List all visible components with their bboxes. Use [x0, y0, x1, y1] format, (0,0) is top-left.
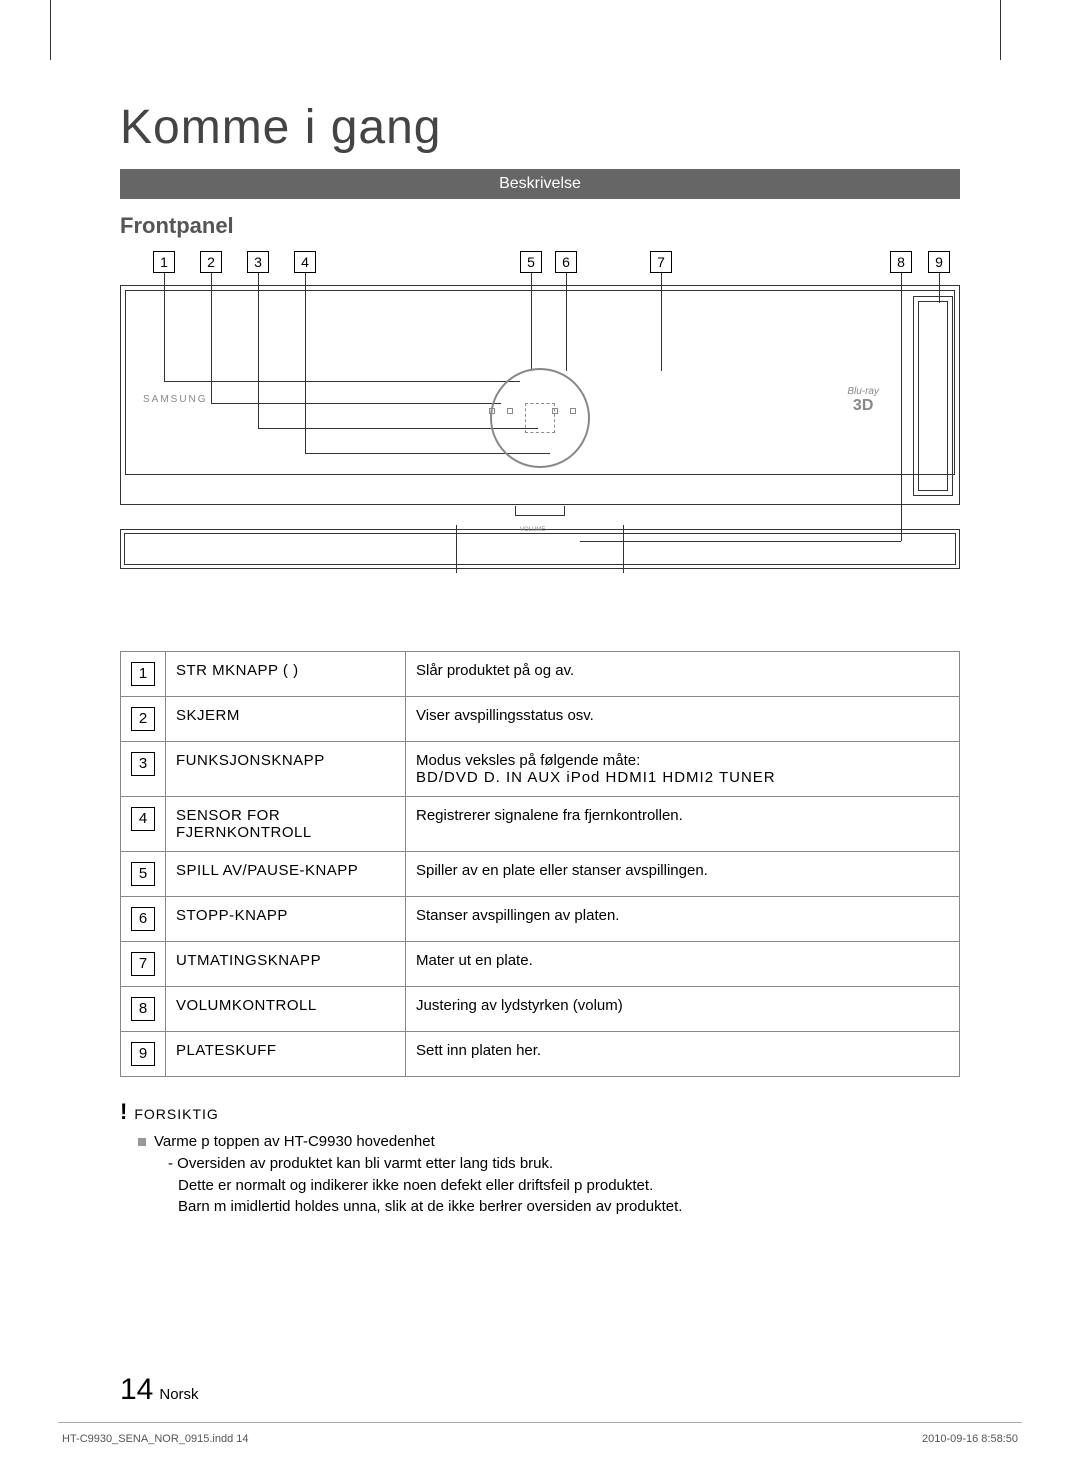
- desc-line2: BD/DVD D. IN AUX iPod HDMI1 HDMI2 TUNER: [416, 769, 776, 786]
- caution-line3: Dette er normalt og indikerer ikke noen …: [168, 1175, 653, 1197]
- num-box: 6: [131, 907, 155, 931]
- small-btn: [570, 408, 576, 414]
- table-row: 5 SPILL AV/PAUSE-KNAPP Spiller av en pla…: [121, 852, 960, 897]
- footer-right: 2010-09-16 8:58:50: [922, 1433, 1018, 1445]
- callout-2: 2: [200, 251, 222, 273]
- bullet-icon: [138, 1138, 146, 1146]
- num-box: 1: [131, 662, 155, 686]
- callout-7: 7: [650, 251, 672, 273]
- table-row: 6 STOPP-KNAPP Stanser avspillingen av pl…: [121, 897, 960, 942]
- page-number-lang: Norsk: [159, 1386, 198, 1403]
- num-box: 3: [131, 752, 155, 776]
- num-box: 7: [131, 952, 155, 976]
- desc-cell: Modus veksles på følgende måte: BD/DVD D…: [406, 742, 960, 797]
- desc-cell: Slår produktet på og av.: [406, 652, 960, 697]
- table-row: 8 VOLUMKONTROLL Justering av lydstyrken …: [121, 987, 960, 1032]
- table-row: 4 SENSOR FOR FJERNKONTROLL Registrerer s…: [121, 797, 960, 852]
- table-row: 2 SKJERM Viser avspillingsstatus osv.: [121, 697, 960, 742]
- desc-cell: Spiller av en plate eller stanser avspil…: [406, 852, 960, 897]
- footer-left: HT-C9930_SENA_NOR_0915.indd 14: [62, 1433, 249, 1445]
- desc-cell: Justering av lydstyrken (volum): [406, 987, 960, 1032]
- name-cell: FUNKSJONSKNAPP: [166, 742, 406, 797]
- table-row: 7 UTMATINGSKNAPP Mater ut en plate.: [121, 942, 960, 987]
- desc-cell: Mater ut en plate.: [406, 942, 960, 987]
- num-cell: 4: [121, 797, 166, 852]
- name-cell: STR MKNAPP ( ): [166, 652, 406, 697]
- disc-slot: [913, 296, 953, 496]
- section-header-bar: Beskrivelse: [120, 169, 960, 199]
- num-cell: 9: [121, 1032, 166, 1077]
- name-cell: SENSOR FOR FJERNKONTROLL: [166, 797, 406, 852]
- small-btn: [552, 408, 558, 414]
- frontpanel-diagram: 1 2 3 4 5 6 7 8 9 SAMSUNG Blu-ray: [120, 251, 960, 631]
- brand-right-line2: 3D: [853, 397, 873, 414]
- small-btn: [507, 408, 513, 414]
- callout-9: 9: [928, 251, 950, 273]
- num-box: 9: [131, 1042, 155, 1066]
- page-number: 14 Norsk: [120, 1373, 199, 1407]
- button-row: [485, 401, 595, 409]
- volume-control-area: VOLUME: [456, 525, 624, 573]
- callout-row: 1 2 3 4 5 6 7 8 9: [120, 251, 960, 281]
- name-cell: SPILL AV/PAUSE-KNAPP: [166, 852, 406, 897]
- caution-subtext: - Oversiden av produktet kan bli varmt e…: [138, 1153, 960, 1218]
- num-cell: 7: [121, 942, 166, 987]
- section-subtitle: Frontpanel: [120, 213, 960, 239]
- table-row: 3 FUNKSJONSKNAPP Modus veksles på følgen…: [121, 742, 960, 797]
- crop-mark-right: [1000, 0, 1005, 60]
- desc-line1: Modus veksles på følgende måte:: [416, 752, 640, 769]
- callout-4: 4: [294, 251, 316, 273]
- device-outline: SAMSUNG Blu-ray 3D: [120, 285, 960, 505]
- callout-8: 8: [890, 251, 912, 273]
- num-cell: 3: [121, 742, 166, 797]
- num-cell: 6: [121, 897, 166, 942]
- callout-1: 1: [153, 251, 175, 273]
- volume-bar: VOLUME: [120, 529, 960, 569]
- desc-cell: Stanser avspillingen av platen.: [406, 897, 960, 942]
- num-cell: 5: [121, 852, 166, 897]
- callout-6: 6: [555, 251, 577, 273]
- name-cell: PLATESKUFF: [166, 1032, 406, 1077]
- page: Komme i gang Beskrivelse Frontpanel 1 2 …: [0, 0, 1080, 1479]
- volume-label: VOLUME: [520, 527, 545, 533]
- warning-icon: !: [120, 1099, 128, 1124]
- volume-connector: [515, 506, 565, 516]
- page-number-digits: 14: [120, 1373, 153, 1406]
- callout-3: 3: [247, 251, 269, 273]
- footer-rule: [58, 1422, 1022, 1423]
- disc-slot-inner: [918, 301, 948, 491]
- num-box: 4: [131, 807, 155, 831]
- brand-right-line1: Blu-ray: [847, 386, 879, 397]
- num-cell: 2: [121, 697, 166, 742]
- name-cell: UTMATINGSKNAPP: [166, 942, 406, 987]
- frontpanel-table: 1 STR MKNAPP ( ) Slår produktet på og av…: [120, 651, 960, 1077]
- desc-cell: Registrerer signalene fra fjernkontrolle…: [406, 797, 960, 852]
- num-cell: 8: [121, 987, 166, 1032]
- desc-cell: Sett inn platen her.: [406, 1032, 960, 1077]
- small-btn: [489, 408, 495, 414]
- brand-left: SAMSUNG: [143, 394, 208, 405]
- caution-label: FORSIKTIG: [134, 1106, 218, 1122]
- brand-right: Blu-ray 3D: [847, 386, 879, 415]
- table-row: 9 PLATESKUFF Sett inn platen her.: [121, 1032, 960, 1077]
- caution-body: Varme p toppen av HT-C9930 hovedenhet - …: [120, 1131, 960, 1218]
- name-cell: SKJERM: [166, 697, 406, 742]
- disc-icon: [490, 368, 590, 468]
- crop-mark-left: [50, 0, 55, 60]
- num-box: 8: [131, 997, 155, 1021]
- caution-line4: Barn m imidlertid holdes unna, slik at d…: [168, 1196, 682, 1218]
- name-cell: VOLUMKONTROLL: [166, 987, 406, 1032]
- page-title: Komme i gang: [120, 100, 960, 155]
- num-box: 2: [131, 707, 155, 731]
- callout-5: 5: [520, 251, 542, 273]
- caution-line2: - Oversiden av produktet kan bli varmt e…: [168, 1155, 553, 1172]
- name-cell: STOPP-KNAPP: [166, 897, 406, 942]
- desc-cell: Viser avspillingsstatus osv.: [406, 697, 960, 742]
- num-cell: 1: [121, 652, 166, 697]
- table-row: 1 STR MKNAPP ( ) Slår produktet på og av…: [121, 652, 960, 697]
- caution-line1: Varme p toppen av HT-C9930 hovedenhet: [154, 1133, 435, 1150]
- num-box: 5: [131, 862, 155, 886]
- caution-heading: ! FORSIKTIG: [120, 1099, 960, 1125]
